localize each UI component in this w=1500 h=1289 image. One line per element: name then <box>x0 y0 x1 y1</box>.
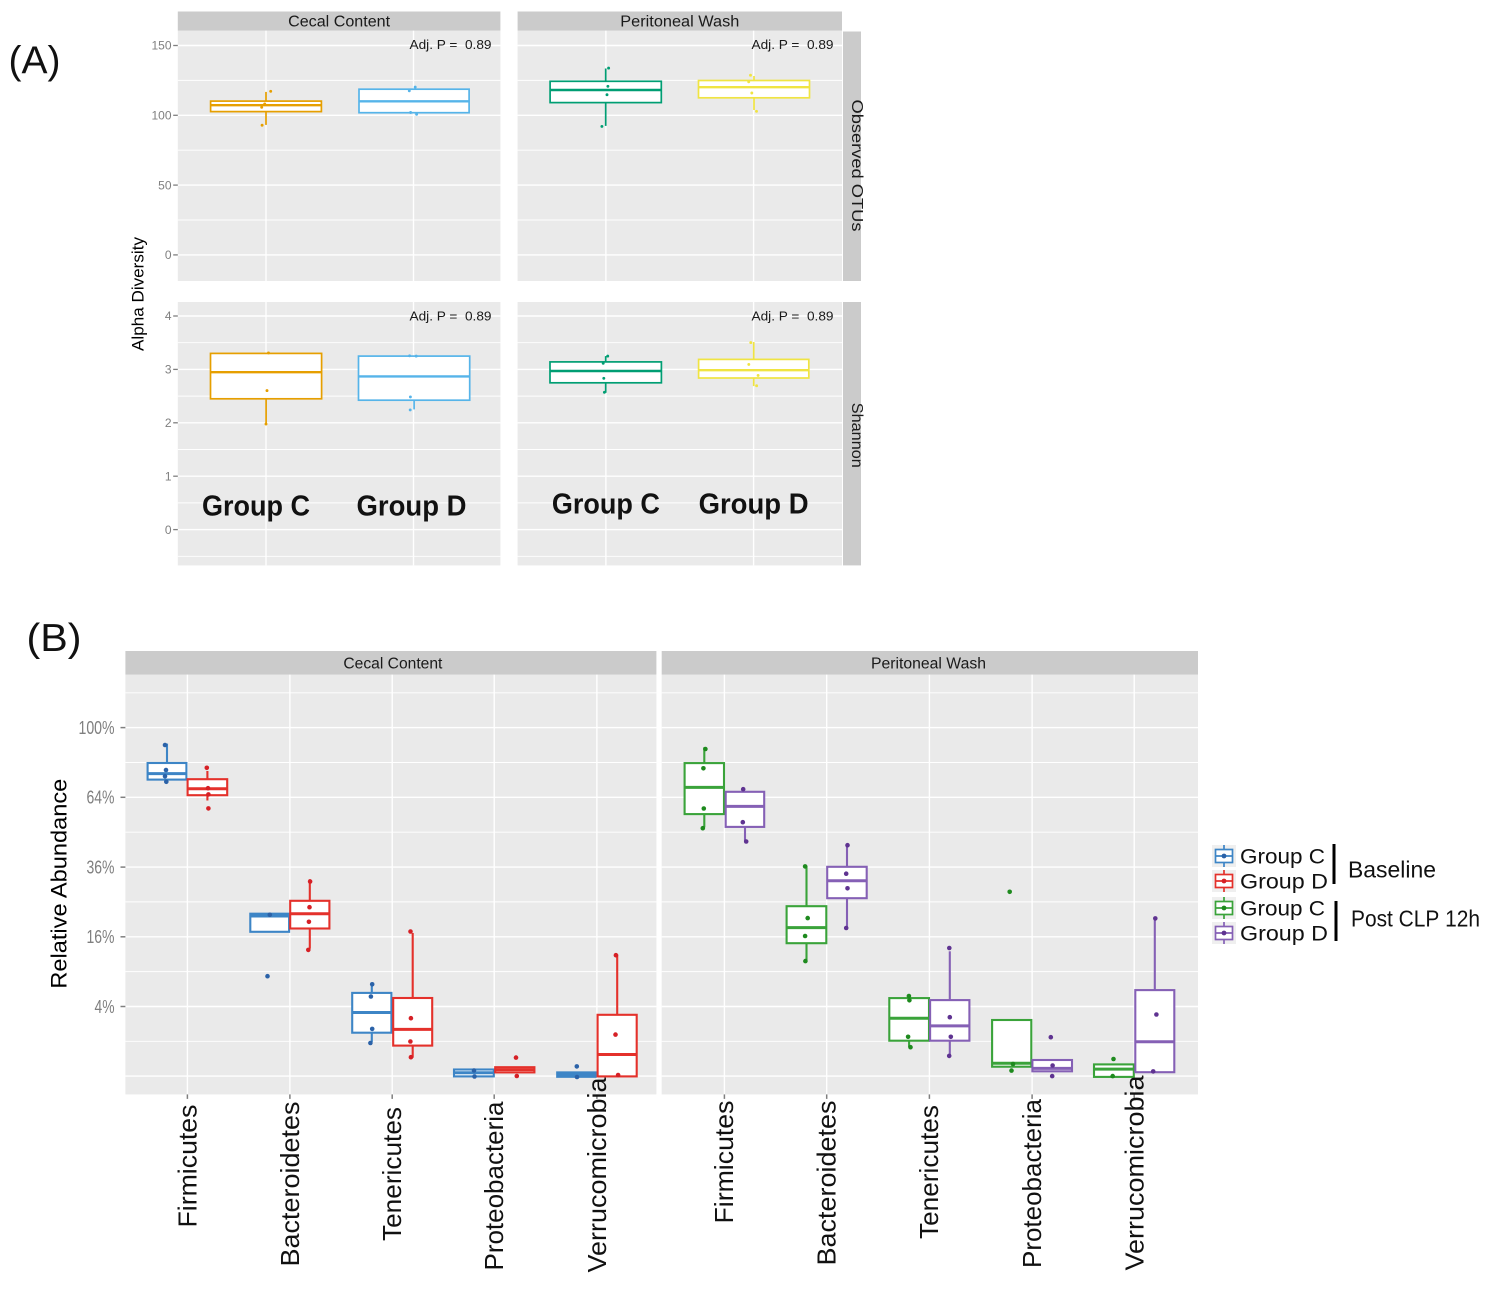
svg-text:Firmicutes: Firmicutes <box>173 1105 203 1228</box>
svg-text:Adj. P = 0.89: Adj. P = 0.89 <box>410 309 492 324</box>
svg-text:Bacteroidetes: Bacteroidetes <box>811 1101 841 1266</box>
svg-text:Post CLP 12h: Post CLP 12h <box>1351 906 1480 932</box>
svg-text:4%: 4% <box>95 997 115 1017</box>
svg-text:Proteobacteria: Proteobacteria <box>1017 1098 1047 1268</box>
svg-text:Group D: Group D <box>1240 922 1328 946</box>
svg-text:100%: 100% <box>79 718 115 738</box>
svg-text:Shannon: Shannon <box>848 403 865 468</box>
svg-text:Adj. P = 0.89: Adj. P = 0.89 <box>752 37 834 52</box>
svg-text:Firmicutes: Firmicutes <box>709 1101 739 1224</box>
svg-text:64%: 64% <box>87 788 115 808</box>
svg-text:36%: 36% <box>87 857 115 877</box>
svg-text:0: 0 <box>165 523 172 537</box>
svg-text:Cecal Content: Cecal Content <box>288 14 391 31</box>
svg-text:Adj. P = 0.89: Adj. P = 0.89 <box>752 309 834 324</box>
svg-text:3: 3 <box>165 363 172 377</box>
svg-text:4: 4 <box>165 309 172 323</box>
svg-text:Bacteroidetes: Bacteroidetes <box>275 1102 305 1267</box>
svg-text:Verrucomicrobia: Verrucomicrobia <box>1119 1075 1149 1271</box>
svg-text:Peritoneal Wash: Peritoneal Wash <box>620 14 739 31</box>
svg-text:(A): (A) <box>9 40 61 83</box>
svg-text:1: 1 <box>165 469 172 483</box>
svg-text:150: 150 <box>151 39 171 53</box>
svg-text:Group C: Group C <box>552 489 660 521</box>
svg-text:Observed OTUs: Observed OTUs <box>848 100 865 232</box>
svg-text:Cecal Content: Cecal Content <box>343 656 443 673</box>
svg-text:50: 50 <box>158 178 172 192</box>
svg-text:Peritoneal Wash: Peritoneal Wash <box>871 656 986 673</box>
svg-text:Verrucomicrobia: Verrucomicrobia <box>582 1077 612 1273</box>
svg-text:Baseline: Baseline <box>1348 857 1436 883</box>
svg-text:0: 0 <box>165 248 172 262</box>
svg-text:Group D: Group D <box>699 489 809 521</box>
svg-text:Tenericutes: Tenericutes <box>377 1107 407 1241</box>
svg-text:Group C: Group C <box>1240 845 1325 869</box>
svg-text:Group D: Group D <box>1240 870 1328 894</box>
svg-text:Group C: Group C <box>1240 897 1325 921</box>
svg-text:100: 100 <box>151 109 171 123</box>
svg-text:2: 2 <box>165 416 172 430</box>
svg-text:Tenericutes: Tenericutes <box>914 1105 944 1239</box>
svg-text:(B): (B) <box>27 617 82 660</box>
svg-text:Alpha Diversity: Alpha Diversity <box>129 237 148 351</box>
svg-text:Group C: Group C <box>202 491 310 523</box>
svg-text:Relative Abundance: Relative Abundance <box>46 779 71 989</box>
svg-text:Proteobacteria: Proteobacteria <box>479 1101 509 1271</box>
svg-text:16%: 16% <box>87 927 115 947</box>
svg-text:Adj. P = 0.89: Adj. P = 0.89 <box>410 37 492 52</box>
svg-text:Group D: Group D <box>357 491 467 523</box>
